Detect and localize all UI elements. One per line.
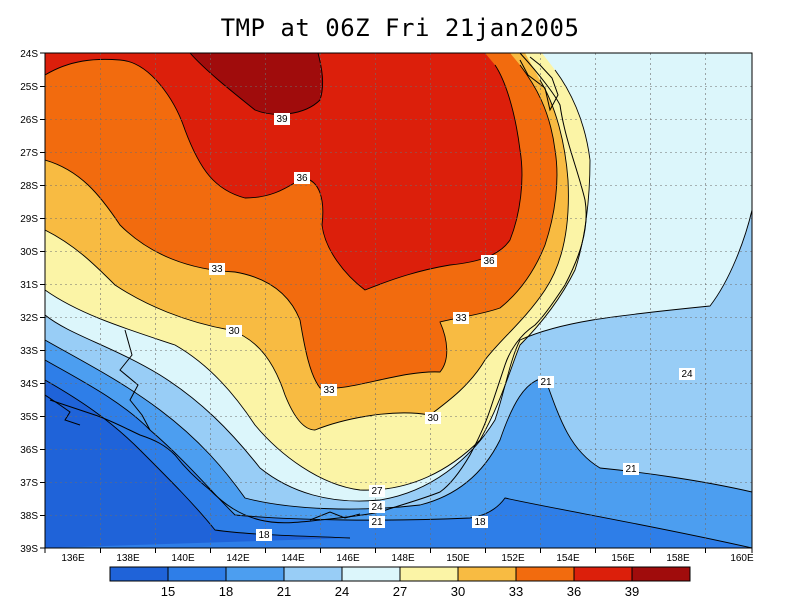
y-tick-label: 32S — [20, 313, 38, 324]
x-tick-label: 146E — [336, 553, 360, 564]
colorbar-label: 21 — [277, 584, 291, 599]
y-tick-label: 29S — [20, 214, 38, 225]
contour-label: 30 — [427, 413, 439, 424]
x-tick-label: 138E — [116, 553, 140, 564]
colorbar-label: 30 — [451, 584, 465, 599]
contour-label: 33 — [211, 264, 223, 275]
x-tick-label: 148E — [391, 553, 415, 564]
y-tick-label: 35S — [20, 412, 38, 423]
contour-label: 33 — [455, 313, 467, 324]
x-tick-label: 158E — [666, 553, 690, 564]
x-tick-label: 142E — [226, 553, 250, 564]
contour-label: 33 — [323, 385, 335, 396]
y-tick-label: 34S — [20, 379, 38, 390]
y-tick-label: 30S — [20, 247, 38, 258]
band-21 — [45, 340, 752, 548]
colorbar-segment — [400, 567, 458, 581]
y-tick-label: 27S — [20, 148, 38, 159]
colorbar-segment — [632, 567, 690, 581]
state-border — [519, 56, 559, 112]
colorbar-label: 15 — [161, 584, 175, 599]
contour-label: 36 — [483, 256, 495, 267]
y-tick-label: 28S — [20, 181, 38, 192]
y-tick-label: 37S — [20, 478, 38, 489]
y-tick-label: 33S — [20, 346, 38, 357]
band-42 — [190, 53, 323, 115]
colorbar-label: 27 — [393, 584, 407, 599]
coastline — [49, 53, 587, 524]
x-tick-label: 156E — [611, 553, 635, 564]
x-tick-label: 144E — [281, 553, 305, 564]
colorbar-label: 24 — [335, 584, 349, 599]
coast-detail — [45, 394, 361, 521]
colorbar-label: 33 — [509, 584, 523, 599]
colorbar: 15 18 21 24 27 30 33 36 39 — [109, 566, 691, 599]
y-tick-label: 26S — [20, 115, 38, 126]
map-title: TMP at 06Z Fri 21jan2005 — [220, 14, 580, 42]
y-tick-label: 38S — [20, 511, 38, 522]
x-tick-label: 152E — [501, 553, 525, 564]
colorbar-label: 39 — [625, 584, 639, 599]
colorbar-segment — [458, 567, 516, 581]
contour-label: 21 — [371, 517, 383, 528]
contour-label: 27 — [371, 486, 383, 497]
plot-frame — [44, 52, 753, 549]
contour-label: 18 — [474, 517, 486, 528]
colorbar-segment — [110, 567, 168, 581]
contour-label: 21 — [540, 377, 552, 388]
band-39 — [45, 53, 522, 290]
y-tick-label: 24S — [20, 49, 38, 60]
colorbar-segment — [574, 567, 632, 581]
x-tick-label: 160E — [730, 553, 754, 564]
x-tick-label: 154E — [556, 553, 580, 564]
y-tick-label: 31S — [20, 280, 38, 291]
colorbar-segment — [284, 567, 342, 581]
contour-label: 36 — [296, 173, 308, 184]
contour-label: 39 — [276, 114, 288, 125]
contour-label: 30 — [228, 326, 240, 337]
colorbar-segment — [168, 567, 226, 581]
band-15 — [45, 380, 350, 548]
y-tick-label: 25S — [20, 82, 38, 93]
x-tick-label: 140E — [171, 553, 195, 564]
contour-label: 24 — [371, 502, 383, 513]
colorbar-label: 36 — [567, 584, 581, 599]
x-tick-label: 136E — [61, 553, 85, 564]
colorbar-segment — [226, 567, 284, 581]
colorbar-segment — [342, 567, 400, 581]
y-tick-label: 39S — [20, 544, 38, 555]
contour-label: 24 — [681, 369, 693, 380]
state-border — [119, 329, 151, 431]
colorbar-segment — [516, 567, 574, 581]
contour-label: 18 — [258, 530, 270, 541]
colorbar-label: 18 — [219, 584, 233, 599]
y-tick-label: 36S — [20, 445, 38, 456]
contour-label: 21 — [625, 464, 637, 475]
x-tick-label: 150E — [446, 553, 470, 564]
